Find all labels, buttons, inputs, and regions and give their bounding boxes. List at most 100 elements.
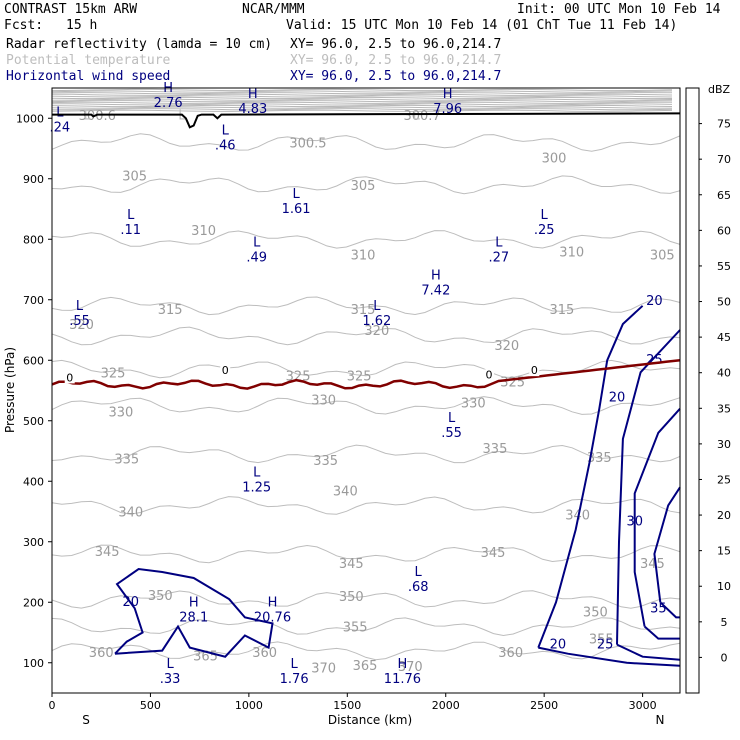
extremum-value: 28.1 [179, 610, 208, 625]
wind-speed-label: 20 [609, 391, 626, 406]
theta-label: 325 [347, 369, 372, 384]
theta-label: 370 [398, 660, 423, 675]
theta-label: 345 [481, 546, 506, 561]
extremum-value: .25 [534, 223, 555, 238]
theta-label: 305 [122, 170, 147, 185]
extremum-type: L [166, 657, 174, 672]
wind-speed-label: 20 [122, 595, 139, 610]
theta-label: 320 [69, 318, 94, 333]
theta-band-line [51, 93, 673, 96]
plot-frame [51, 87, 681, 694]
y-tick-label: 500 [23, 415, 44, 428]
theta-band-line [51, 108, 673, 111]
plot-background [52, 88, 680, 693]
wind-contour [114, 567, 274, 658]
colorbar-level: 15 [717, 545, 731, 558]
colorbar-level: 0 [721, 651, 728, 664]
y-tick-label: 1000 [16, 112, 44, 125]
x-tick-label: 1000 [235, 699, 263, 712]
theta-label: 335 [114, 452, 139, 467]
theta-label: 370 [311, 662, 336, 677]
theta-label: 350 [148, 589, 173, 604]
theta-band-line [51, 104, 673, 108]
theta-line-320 [51, 326, 681, 346]
extremum-value: .55 [441, 426, 462, 441]
y-tick-label: 200 [23, 596, 44, 609]
theta-band-line [51, 90, 673, 93]
model-title: CONTRAST 15km ARW [4, 2, 137, 17]
theta-label: 320 [364, 324, 389, 339]
theta-label: 335 [587, 451, 612, 466]
x-tick-label: 3000 [629, 699, 657, 712]
freezing-label-bg [220, 365, 231, 377]
extremum-type: L [127, 208, 135, 223]
y-tick-label: 800 [23, 233, 44, 246]
y-tick-label: 300 [23, 536, 44, 549]
field-name: Potential temperature [6, 53, 171, 68]
wind-contour [643, 625, 680, 640]
extremum-type: H [443, 87, 453, 102]
theta-line-360 [51, 641, 681, 661]
theta-label: 335 [313, 454, 338, 469]
extremum-type: H [398, 657, 408, 672]
extremum-value: .27 [489, 250, 510, 265]
x-end-north: N [656, 713, 665, 727]
extremum-value: 20.76 [254, 610, 291, 625]
field-extent: XY= 96.0, 2.5 to 96.0,214.7 [290, 53, 501, 68]
theta-line-305 [51, 175, 681, 195]
theta-band-line [51, 92, 673, 95]
theta-label: 360 [252, 646, 277, 661]
upper-theta-band [51, 88, 673, 112]
terrain-path [52, 112, 681, 129]
theta-label: 310 [559, 245, 584, 260]
freezing-level-line [51, 359, 681, 390]
theta-label: 360 [89, 646, 114, 661]
extremum-value: 1.76 [280, 672, 309, 687]
y-tick-label: 400 [23, 475, 44, 488]
theta-label: 345 [95, 545, 120, 560]
extremum-type: L [84, 108, 92, 123]
theta-label: 345 [339, 557, 364, 572]
theta-label: 315 [549, 303, 574, 318]
theta-line-350 [51, 590, 681, 609]
extremum-value: .49 [246, 250, 267, 265]
x-tick-label: 500 [140, 699, 161, 712]
theta-label: 300.6 [79, 109, 116, 124]
extremum-type: L [541, 208, 549, 223]
theta-line-335 [51, 444, 681, 464]
theta-label: 315 [158, 303, 183, 318]
y-tick-label: 600 [23, 354, 44, 367]
freezing-label-bg [64, 372, 75, 384]
extremum-type: L [253, 465, 261, 480]
field-legend: Radar reflectivity (lamda = 10 cm) XY= 96… [6, 37, 501, 84]
extremum-type: L [495, 235, 503, 250]
extremum-type: L [415, 565, 423, 580]
theta-label: 315 [351, 303, 376, 318]
extremum-value: 4.83 [238, 102, 267, 117]
y-axis-label: Pressure (hPa) [3, 347, 17, 433]
theta-band-line [51, 96, 673, 100]
field-extent: XY= 96.0, 2.5 to 96.0,214.7 [290, 69, 501, 84]
y-tick-label: 700 [23, 294, 44, 307]
extremum-value: 11.76 [384, 672, 421, 687]
field-name: Horizontal wind speed [6, 69, 170, 84]
theta-label: 345 [640, 557, 665, 572]
extremum-type: H [431, 269, 441, 284]
colorbar-level: 10 [717, 580, 731, 593]
theta-band-line [51, 95, 673, 98]
x-tick-label: 2000 [432, 699, 460, 712]
extremum-type: H [248, 87, 258, 102]
freezing-label-bg [529, 365, 540, 377]
extremum-type: L [291, 657, 299, 672]
colorbar-level: 65 [717, 189, 731, 202]
theta-label: 305 [650, 248, 675, 263]
extremum-type: L [222, 123, 230, 138]
colorbar-level: 5 [721, 616, 728, 629]
freezing-label: 0 [531, 364, 538, 377]
colorbar-level: 40 [717, 367, 731, 380]
wind-contour [659, 601, 680, 619]
theta-band-line [51, 100, 673, 103]
theta-label: 330 [461, 397, 486, 412]
wind-contour [616, 329, 681, 645]
wind-contour [537, 305, 644, 648]
